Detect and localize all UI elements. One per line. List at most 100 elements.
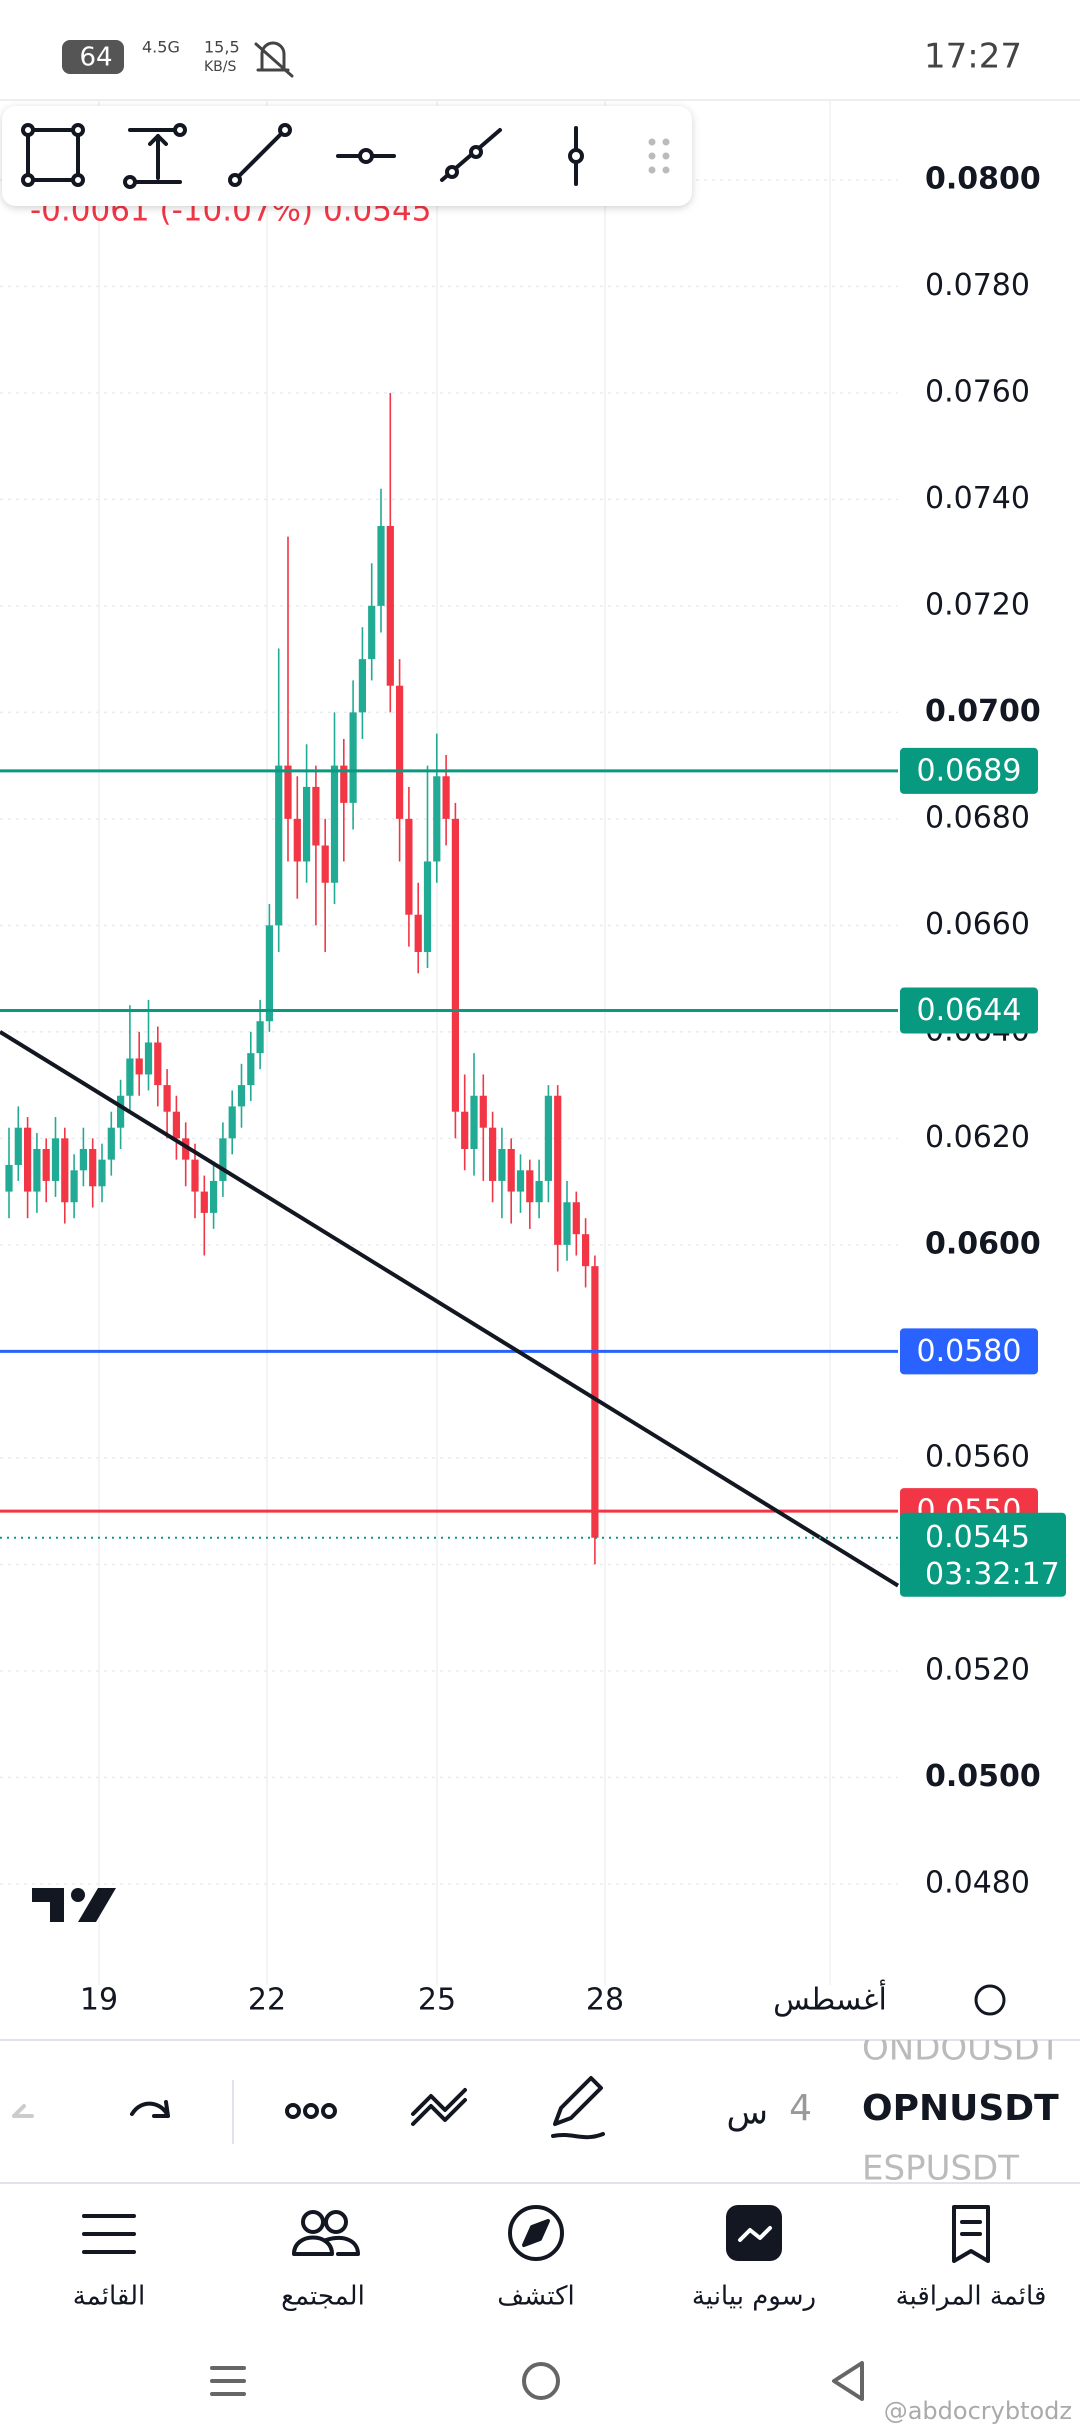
menu-icon[interactable] [82, 2214, 136, 2254]
watchlist-icon[interactable] [952, 2205, 990, 2263]
trend-tool[interactable] [228, 123, 292, 187]
price-label-box [900, 987, 1038, 1034]
price-label: 0.0580 [917, 1334, 1022, 1369]
symbol[interactable]: ESPUSDT [862, 2149, 1019, 2189]
candle-body [61, 1138, 69, 1203]
candle-body [256, 1021, 264, 1054]
candle-body [303, 786, 311, 862]
explore-icon[interactable] [508, 2205, 564, 2261]
measure-tool[interactable] [123, 123, 187, 189]
price-label-box [900, 747, 1038, 794]
candle-body [591, 1266, 599, 1538]
candle-body [107, 1127, 115, 1160]
candle-body [516, 1170, 525, 1192]
symbol-list: ONDOUSDT OPNUSDT ESPUSDT [862, 2029, 1061, 2189]
mute-icon [254, 41, 294, 78]
drawing-toolbar [2, 106, 692, 206]
candle-body [191, 1159, 199, 1192]
candle-body [42, 1148, 50, 1181]
ray-tool[interactable] [440, 128, 502, 182]
candle-body [479, 1095, 487, 1128]
nav-label[interactable]: رسوم بيانية [692, 2282, 816, 2312]
rect-tool[interactable] [21, 123, 85, 187]
nav-label[interactable]: القائمة [73, 2282, 145, 2312]
candle-body [563, 1202, 571, 1245]
x-tick-label: 19 [80, 1983, 118, 2018]
candle-body [275, 765, 283, 926]
symbol[interactable]: ONDOUSDT [862, 2029, 1061, 2069]
y-tick-label: 0.0760 [925, 374, 1030, 409]
drag-handle[interactable] [648, 138, 670, 174]
recents-button[interactable] [210, 2366, 246, 2396]
candle-body [265, 925, 273, 1022]
candle-body [535, 1180, 543, 1203]
speed: 15,5 [204, 38, 240, 57]
tv-logo [32, 1888, 116, 1922]
y-tick-label: 0.0700 [925, 694, 1041, 729]
redo[interactable] [130, 2100, 170, 2118]
candle-body [163, 1085, 171, 1112]
indicators[interactable] [411, 2088, 467, 2126]
y-tick-label: 0.0500 [925, 1759, 1041, 1794]
y-tick-label: 0.0780 [925, 268, 1030, 303]
y-tick-label: 0.0600 [925, 1226, 1041, 1261]
system-nav: @abdocrybtodz [210, 2361, 1072, 2425]
candle-body [423, 861, 432, 952]
speed-unit: KB/S [204, 59, 237, 75]
x-tick-label: أغسطس [773, 1979, 887, 2018]
status-bar: 64 4.5G 15,5 KB/S 17:27 [62, 37, 1022, 78]
symbol-bar: 4 س ONDOUSDT OPNUSDT ESPUSDT [12, 2029, 1061, 2189]
candle-body [284, 765, 292, 819]
candle-body [349, 712, 357, 803]
candle-body [358, 659, 366, 713]
x-tick-label: 28 [586, 1983, 624, 2018]
candle-body [70, 1170, 78, 1203]
candle-body [293, 818, 301, 862]
y-tick-label: 0.0720 [925, 587, 1030, 622]
price-label: 0.0644 [917, 993, 1022, 1028]
nav-label[interactable]: قائمة المراقبة [896, 2282, 1047, 2312]
candle-body [405, 818, 413, 915]
more[interactable] [285, 2103, 337, 2119]
candle-body [237, 1085, 246, 1107]
candle-body [312, 786, 320, 846]
y-tick-label: 0.0620 [925, 1120, 1030, 1155]
timeframe[interactable]: 4 [789, 2088, 812, 2129]
undo[interactable] [12, 2104, 34, 2118]
symbol[interactable]: OPNUSDT [862, 2088, 1059, 2129]
watermark: @abdocrybtodz [884, 2397, 1072, 2425]
candle-body [386, 525, 394, 686]
hline-tool[interactable] [336, 148, 396, 164]
vline-tool[interactable] [568, 126, 584, 186]
y-tick-label: 0.0560 [925, 1439, 1030, 1474]
price-label: 0.0689 [917, 753, 1022, 788]
candle-body [461, 1111, 469, 1149]
candle-body [498, 1148, 506, 1181]
settings-icon[interactable] [974, 1984, 1006, 2016]
timeframe-unit: س [726, 2093, 768, 2133]
candle-body [5, 1164, 13, 1192]
community-icon[interactable] [292, 2210, 360, 2256]
candle-body [182, 1138, 190, 1160]
y-tick-label: 0.0660 [925, 907, 1030, 942]
candle-body [98, 1159, 106, 1187]
draw[interactable] [551, 2076, 605, 2140]
nav-label[interactable]: المجتمع [281, 2282, 365, 2312]
candle-body [210, 1180, 218, 1213]
back-button[interactable] [832, 2361, 864, 2401]
current-price-box [900, 1512, 1066, 1597]
y-tick-label: 0.0480 [925, 1865, 1030, 1900]
candle-body [51, 1138, 60, 1181]
nav-label[interactable]: اكتشف [497, 2282, 575, 2312]
candle-body [396, 685, 404, 819]
candle-body [489, 1127, 497, 1181]
home-button[interactable] [522, 2362, 560, 2400]
x-tick-label: 22 [248, 1983, 286, 2018]
network: 4.5G [142, 38, 180, 57]
candle-body [24, 1127, 32, 1192]
countdown: 03:32:17 [925, 1557, 1060, 1592]
candle-body [414, 914, 422, 952]
chart: 0.0800 0.0780 0.0760 0.0740 0.0720 0.0700 0.06… [0, 100, 1066, 2018]
y-tick-label: 0.0740 [925, 481, 1030, 516]
